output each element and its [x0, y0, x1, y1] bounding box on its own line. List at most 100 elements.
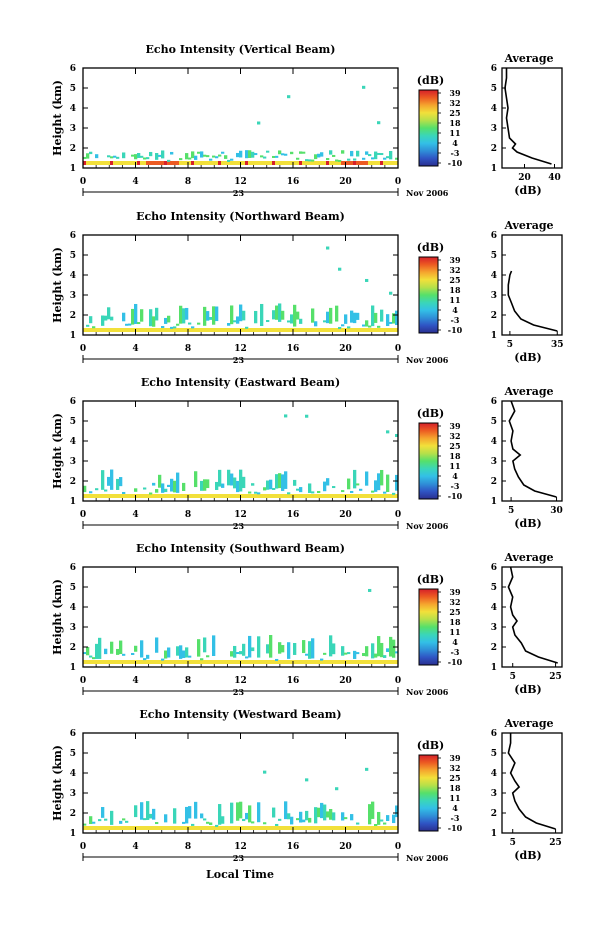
profile-x-tick-label: 5 [508, 506, 514, 516]
echo-cell [386, 474, 390, 492]
echo-cell [377, 660, 381, 664]
echo-cell [110, 469, 114, 490]
echo-cell [95, 826, 99, 830]
echo-cell [212, 826, 216, 830]
echo-cell [149, 161, 153, 165]
echo-cell [275, 305, 279, 320]
echo-cell [311, 660, 315, 664]
echo-cell [347, 328, 351, 332]
echo-cell [122, 328, 126, 332]
echo-cell [191, 328, 195, 332]
echo-cell [116, 328, 120, 332]
echo-cell [290, 660, 294, 664]
month-label: Nov 2006 [406, 687, 449, 697]
y-tick-label: 2 [70, 643, 76, 653]
panel-0: Echo Intensity (Vertical Beam) Height (km… [51, 43, 563, 198]
echo-cell [377, 811, 381, 825]
echo-cell [368, 161, 372, 165]
profile-frame [501, 234, 563, 336]
echo-cell [143, 328, 147, 332]
echo-cell [272, 660, 276, 664]
echo-cell [254, 660, 258, 664]
y-tick-label: 2 [70, 144, 76, 154]
echo-cell [188, 157, 192, 160]
y-tick-label: 3 [70, 623, 76, 633]
colorbar-tick-label: 25 [449, 275, 460, 285]
echo-cell [287, 328, 291, 332]
date-label: 23 [233, 188, 245, 198]
echo-cell [110, 156, 114, 159]
echo-cell [269, 826, 273, 830]
echo-cell [86, 161, 90, 165]
y-tick-label: 4 [70, 104, 76, 114]
echo-cell [377, 473, 381, 491]
echo-cell [287, 95, 291, 99]
x-tick-label: 0 [395, 510, 401, 520]
echo-cell [131, 161, 135, 165]
echo-cell [251, 494, 255, 498]
echo-cell [203, 660, 207, 664]
echo-cell [230, 660, 234, 664]
echo-cell [371, 157, 375, 160]
echo-cell [293, 660, 297, 664]
echo-cell [356, 652, 360, 655]
echo-cell [335, 159, 339, 162]
echo-cell [257, 802, 261, 823]
global-xlabel: Local Time [206, 868, 274, 881]
y-tick-label: 1 [70, 829, 76, 839]
echo-cell [101, 470, 105, 490]
echo-cell [257, 492, 261, 495]
echo-cell [215, 660, 219, 664]
profile-y-tick-label: 2 [491, 144, 497, 154]
echo-cell [140, 640, 144, 658]
echo-cell [296, 826, 300, 830]
echo-cell [146, 328, 150, 332]
echo-cell [125, 328, 129, 332]
echo-cell [173, 161, 177, 165]
echo-cell [95, 660, 99, 664]
profile-y-tick-label: 2 [491, 809, 497, 819]
echo-cell [191, 151, 195, 159]
echo-cell [311, 308, 315, 323]
echo-cell [287, 826, 291, 830]
echo-cell [347, 494, 351, 498]
echo-cell [386, 156, 390, 159]
echo-cell [386, 314, 390, 327]
echo-cell [335, 787, 339, 791]
echo-cell [308, 826, 312, 830]
echo-cell [245, 660, 249, 664]
echo-cell [335, 328, 339, 332]
echo-cell [245, 328, 249, 332]
echo-cell [299, 487, 303, 493]
echo-cell [188, 806, 192, 819]
echo-cell [89, 151, 93, 155]
echo-cell [122, 818, 126, 821]
echo-cell [86, 328, 90, 332]
echo-cell [362, 157, 366, 160]
echo-cell [107, 826, 111, 830]
echo-cell [134, 488, 138, 492]
profile-x-tick-label: 5 [510, 672, 516, 682]
echo-cell [368, 804, 372, 825]
echo-cell [263, 826, 267, 830]
x-tick-label: 0 [80, 177, 86, 187]
echo-cell [278, 642, 282, 654]
echo-cell [110, 810, 114, 825]
echo-cell [113, 826, 117, 830]
echo-cell [308, 161, 312, 165]
profile-title: Average [503, 52, 553, 65]
profile-line [508, 400, 557, 498]
echo-cell [269, 479, 273, 490]
echo-cell [89, 816, 93, 825]
echo-cell [257, 494, 261, 498]
echo-cell [359, 488, 363, 491]
echo-cell [269, 635, 273, 658]
echo-cell [281, 161, 285, 165]
echo-cell [380, 826, 384, 830]
echo-cell [92, 826, 96, 830]
echo-cell [233, 161, 237, 165]
echo-cell [95, 161, 99, 165]
echo-cell [359, 494, 363, 498]
profile-x-tick-label: 25 [549, 672, 562, 682]
x-tick-label: 16 [287, 510, 300, 520]
